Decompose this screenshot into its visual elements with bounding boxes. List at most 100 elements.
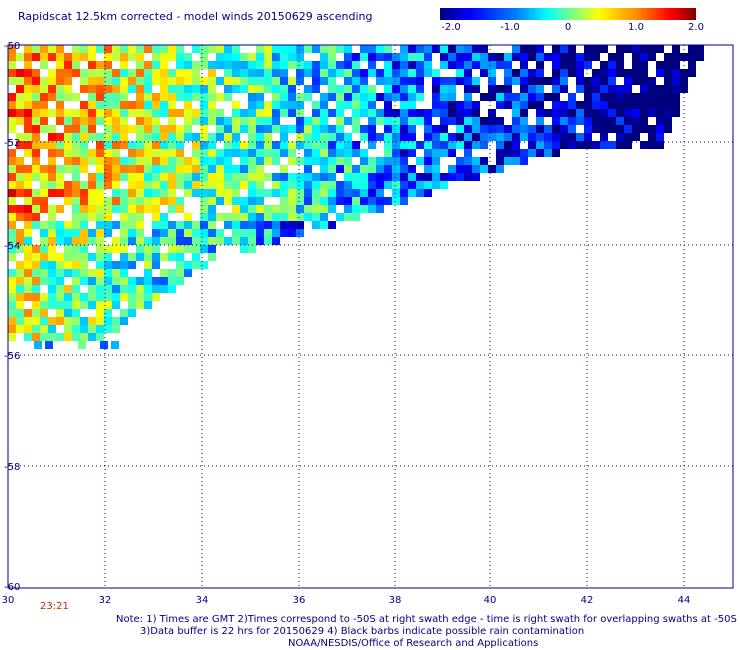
wind-cell [328, 141, 336, 149]
wind-cell [544, 93, 552, 101]
wind-cell [232, 77, 240, 85]
wind-cell [96, 141, 104, 149]
wind-cell [176, 229, 184, 237]
wind-cell [216, 157, 224, 165]
wind-cell [32, 317, 40, 325]
wind-cell [16, 213, 24, 221]
wind-cell [72, 237, 80, 245]
wind-cell [536, 125, 544, 133]
wind-cell [120, 157, 128, 165]
wind-cell [184, 189, 192, 197]
wind-cell [240, 125, 248, 133]
wind-cell [512, 53, 520, 61]
wind-cell [576, 117, 584, 125]
wind-cell [24, 293, 32, 301]
wind-cell [200, 237, 208, 245]
wind-cell [480, 133, 488, 141]
wind-cell [208, 205, 216, 213]
wind-cell [111, 341, 119, 349]
wind-cell [248, 77, 256, 85]
wind-cell [384, 141, 392, 149]
wind-cell [352, 149, 360, 157]
wind-cell [352, 125, 360, 133]
wind-cell [200, 45, 208, 53]
wind-cell [64, 133, 72, 141]
wind-cell [104, 205, 112, 213]
wind-cell [496, 125, 504, 133]
wind-cell [24, 125, 32, 133]
wind-cell [128, 53, 136, 61]
wind-cell [56, 205, 64, 213]
wind-cell [528, 53, 536, 61]
wind-cell [64, 149, 72, 157]
wind-cell [192, 133, 200, 141]
wind-cell [528, 149, 536, 157]
wind-cell [656, 117, 664, 125]
wind-cell [264, 173, 272, 181]
wind-cell [376, 77, 384, 85]
wind-cell [288, 181, 296, 189]
wind-cell [408, 69, 416, 77]
wind-cell [264, 141, 272, 149]
wind-cell [656, 125, 664, 133]
wind-cell [96, 229, 104, 237]
wind-cell [328, 221, 336, 229]
wind-cell [120, 309, 128, 317]
wind-cell [400, 189, 408, 197]
wind-cell [536, 85, 544, 93]
wind-cell [280, 149, 288, 157]
wind-cell [88, 61, 96, 69]
wind-cell [384, 117, 392, 125]
wind-cell [584, 141, 592, 149]
wind-cell [32, 173, 40, 181]
wind-cell [608, 69, 616, 77]
wind-cell [104, 53, 112, 61]
wind-cell [304, 165, 312, 173]
wind-cell [432, 125, 440, 133]
wind-cell [160, 149, 168, 157]
wind-cell [256, 157, 264, 165]
wind-cell [312, 45, 320, 53]
wind-cell [288, 173, 296, 181]
wind-cell [232, 101, 240, 109]
map-title: Rapidscat 12.5km corrected - model winds… [18, 10, 373, 23]
wind-cell [24, 229, 32, 237]
wind-cell [32, 157, 40, 165]
wind-cell [72, 253, 80, 261]
wind-cell [352, 93, 360, 101]
wind-cell [96, 109, 104, 117]
wind-cell [32, 133, 40, 141]
wind-cell [88, 325, 96, 333]
wind-cell [320, 53, 328, 61]
wind-cell [152, 261, 160, 269]
wind-cell [45, 341, 53, 349]
wind-cell [272, 125, 280, 133]
wind-cell [320, 189, 328, 197]
wind-cell [96, 157, 104, 165]
wind-cell [296, 173, 304, 181]
wind-cell [248, 197, 256, 205]
wind-cell [216, 77, 224, 85]
wind-cell [368, 101, 376, 109]
wind-cell [304, 93, 312, 101]
wind-cell [200, 205, 208, 213]
wind-cell [304, 149, 312, 157]
wind-cell [80, 125, 88, 133]
wind-cell [104, 293, 112, 301]
wind-cell [448, 53, 456, 61]
wind-cell [72, 189, 80, 197]
wind-cell [184, 229, 192, 237]
wind-cell [176, 165, 184, 173]
wind-cell [280, 77, 288, 85]
wind-cell [112, 149, 120, 157]
lat-label-50: -50 [4, 41, 20, 52]
wind-cell [120, 293, 128, 301]
wind-cell [240, 221, 248, 229]
wind-cell [64, 229, 72, 237]
wind-cell [184, 117, 192, 125]
wind-cell [528, 93, 536, 101]
wind-cell [78, 341, 86, 349]
wind-cell [424, 149, 432, 157]
note-line-1: Note: 1) Times are GMT 2)Times correspon… [116, 614, 737, 625]
wind-cell [672, 93, 680, 101]
